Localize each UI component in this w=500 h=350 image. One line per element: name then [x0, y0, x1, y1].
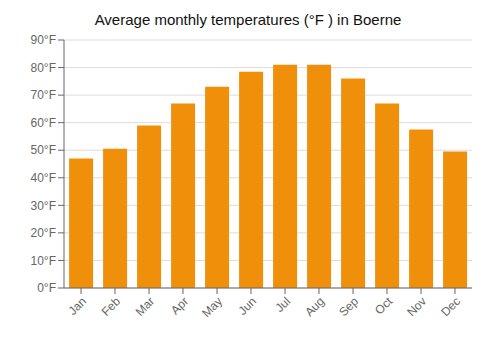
svg-text:30°F: 30°F	[31, 199, 56, 213]
svg-text:Oct: Oct	[372, 294, 396, 318]
svg-text:Dec: Dec	[438, 294, 463, 319]
svg-text:90°F: 90°F	[31, 33, 56, 47]
svg-text:May: May	[199, 294, 225, 320]
svg-text:80°F: 80°F	[31, 61, 56, 75]
svg-text:Jun: Jun	[236, 294, 260, 318]
svg-text:Jul: Jul	[272, 294, 293, 315]
svg-text:Jan: Jan	[66, 294, 90, 318]
svg-text:50°F: 50°F	[31, 143, 56, 157]
svg-text:Aug: Aug	[302, 294, 327, 319]
svg-text:Apr: Apr	[168, 294, 191, 317]
svg-text:Sep: Sep	[336, 294, 361, 319]
svg-text:Nov: Nov	[404, 294, 429, 319]
svg-text:60°F: 60°F	[31, 116, 56, 130]
html-text:Average monthly temperatures (: Average monthly temperatures (°F ) in Bo…	[94, 11, 402, 28]
svg-text:Feb: Feb	[99, 294, 124, 319]
svg-text:20°F: 20°F	[31, 226, 56, 240]
svg-text:0°F: 0°F	[37, 281, 56, 295]
svg-text:Mar: Mar	[133, 294, 158, 319]
svg-text:40°F: 40°F	[31, 171, 56, 185]
svg-text:70°F: 70°F	[31, 88, 56, 102]
svg-text:10°F: 10°F	[31, 254, 56, 268]
